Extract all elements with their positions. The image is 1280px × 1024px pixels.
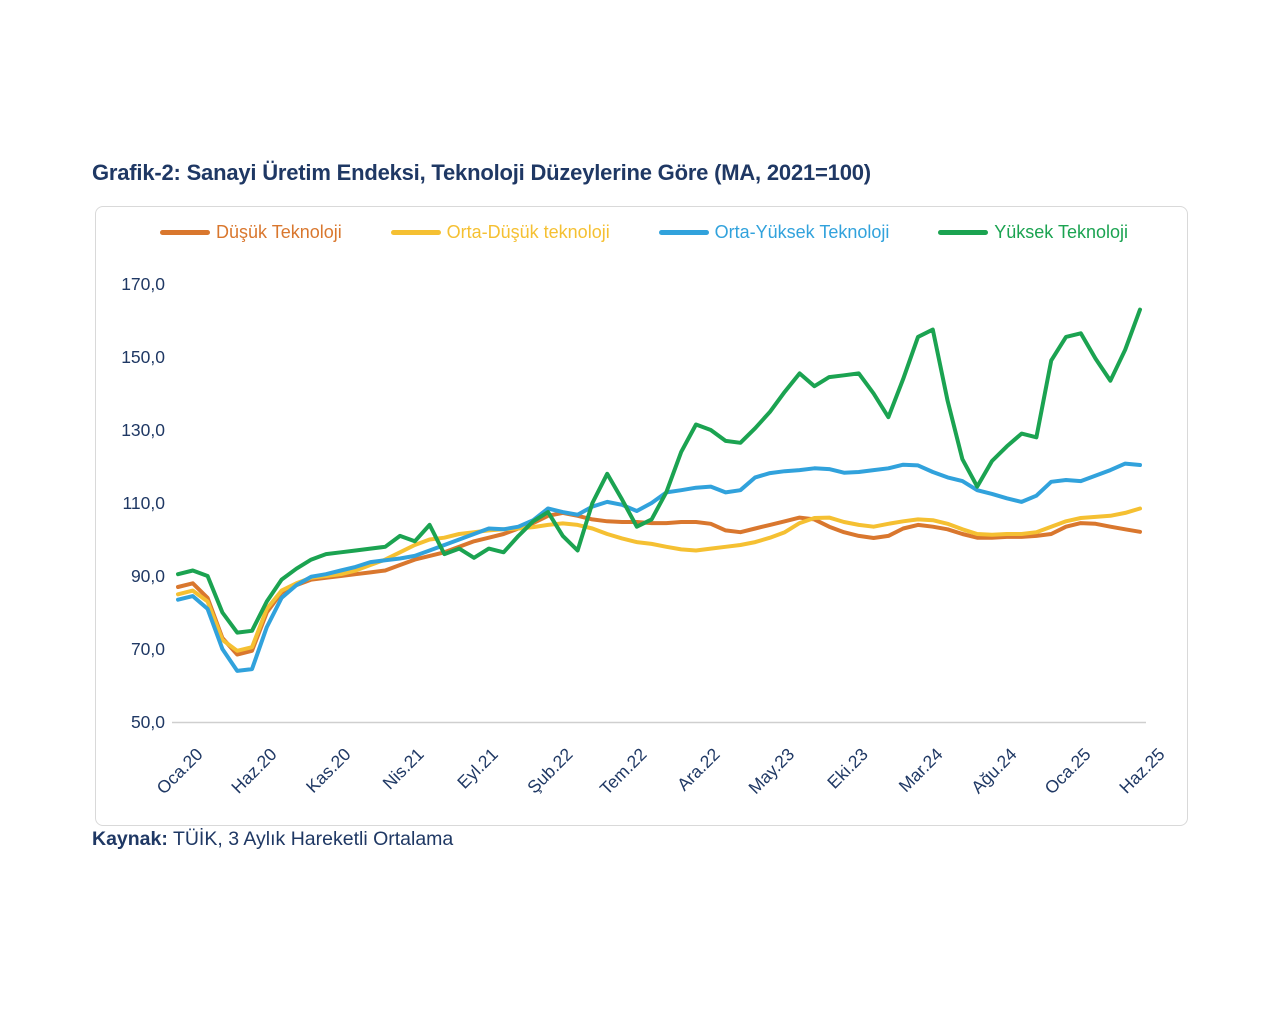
legend-swatch-icon bbox=[390, 230, 441, 235]
source-note: Kaynak: TÜİK, 3 Aylık Hareketli Ortalama bbox=[92, 828, 453, 851]
legend-label: Yüksek Teknoloji bbox=[994, 222, 1128, 242]
chart-card bbox=[95, 206, 1188, 826]
legend-label: Orta-Düşük teknoloji bbox=[446, 222, 610, 242]
legend-item: Yüksek Teknoloji bbox=[938, 222, 1128, 243]
legend-item: Düşük Teknoloji bbox=[160, 222, 342, 243]
legend-label: Orta-Yüksek Teknoloji bbox=[714, 222, 890, 242]
page-title: Grafik-2: Sanayi Üretim Endeksi, Teknolo… bbox=[92, 160, 871, 185]
legend-swatch-icon bbox=[658, 230, 709, 235]
source-label: Kaynak: bbox=[92, 828, 168, 850]
legend-swatch-icon bbox=[160, 230, 210, 235]
legend-item: Orta-Yüksek Teknoloji bbox=[658, 222, 890, 243]
legend-swatch-icon bbox=[938, 230, 989, 235]
legend-item: Orta-Düşük teknoloji bbox=[390, 222, 610, 243]
chart-legend: Düşük Teknoloji Orta-Düşük teknoloji Orta-… bbox=[160, 222, 1128, 243]
source-text: TÜİK, 3 Aylık Hareketli Ortalama bbox=[167, 828, 454, 850]
legend-label: Düşük Teknoloji bbox=[216, 222, 342, 242]
